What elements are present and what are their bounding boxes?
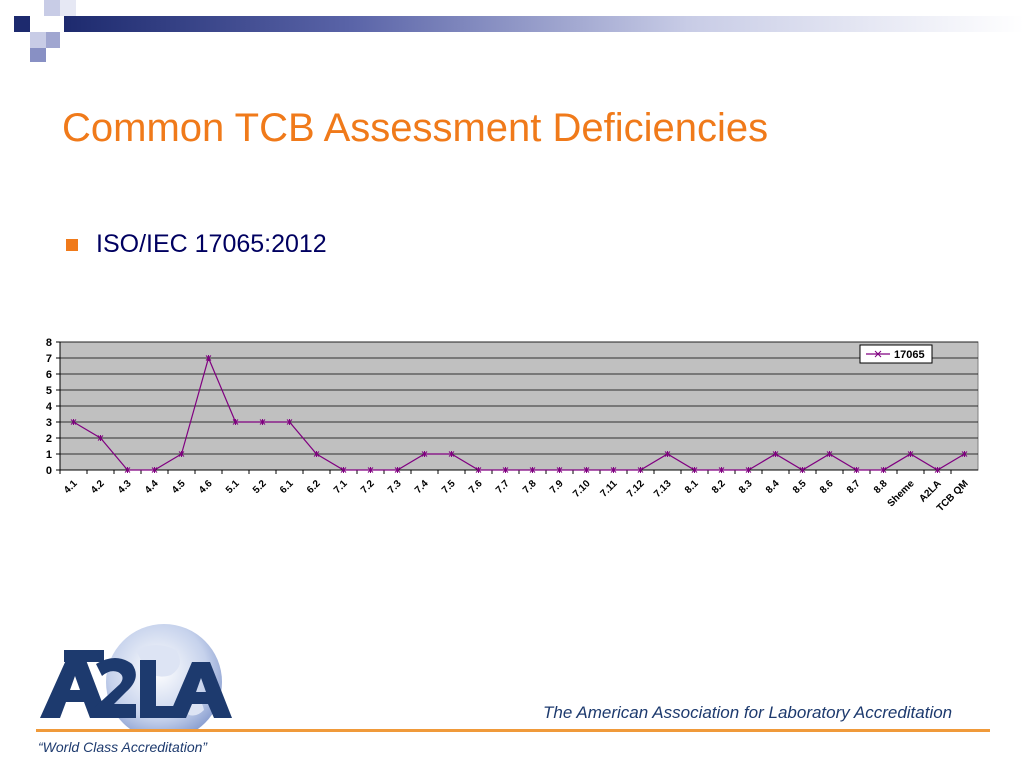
x-tick-label: 8.1	[683, 478, 701, 496]
data-point	[286, 419, 293, 425]
organization-tagline: The American Association for Laboratory …	[543, 703, 953, 722]
x-tick-label: 7.12	[625, 478, 647, 500]
x-tick-label: 4.5	[170, 478, 188, 496]
line-chart: 0 1 2 3 4 5 6 7 8 4.1 4.2 4.3 4.4 4.5 4.6 5.1 5.2 6.1 6.2 7…	[46, 337, 979, 514]
x-tick-label: 4.2	[89, 478, 107, 496]
y-tick-label: 8	[46, 337, 52, 349]
y-tick-label: 7	[46, 353, 52, 365]
data-point	[880, 467, 887, 473]
legend-marker	[874, 350, 882, 358]
corner-square-4	[30, 32, 46, 48]
x-tick-label: 4.4	[143, 478, 161, 496]
y-tick-label: 6	[46, 369, 52, 381]
data-point	[583, 467, 590, 473]
data-point	[70, 419, 77, 425]
corner-square-1	[14, 16, 30, 32]
x-tick-label: Sheme	[886, 478, 917, 509]
bullet-item: ISO/IEC 17065:2012	[66, 230, 327, 259]
series-line-17065	[73, 356, 965, 471]
data-point	[556, 467, 563, 473]
data-point	[394, 467, 401, 473]
corner-square-3	[60, 0, 76, 16]
bullet-marker	[66, 238, 78, 251]
y-tick-label: 0	[46, 465, 52, 477]
y-tick-label: 5	[46, 385, 52, 397]
x-tick-label: 7.7	[494, 478, 512, 496]
bullet-text: ISO/IEC 17065:2012	[96, 230, 327, 258]
x-tick-label: 7.5	[440, 478, 458, 496]
data-point	[502, 467, 509, 473]
header-gradient-bar	[64, 16, 1024, 32]
data-point	[421, 451, 428, 457]
data-point	[745, 467, 752, 473]
data-point	[340, 467, 347, 473]
x-tick-label: 7.6	[467, 478, 485, 496]
x-tick-label: 7.3	[386, 478, 404, 496]
data-point	[610, 467, 617, 473]
x-tick-label: 7.4	[413, 478, 431, 496]
data-point	[907, 451, 914, 457]
x-tick-label: 7.10	[571, 478, 593, 500]
x-tick-label: 4.3	[116, 478, 134, 496]
corner-square-6	[30, 48, 46, 62]
data-point	[367, 467, 374, 473]
x-tick-label: 8.7	[845, 478, 863, 496]
logo-letter-a2	[168, 662, 232, 718]
x-tick-label: 8.2	[710, 478, 728, 496]
data-point	[799, 467, 806, 473]
legend-box	[859, 344, 933, 364]
data-point	[448, 451, 455, 457]
data-point	[259, 419, 266, 425]
data-point	[961, 451, 968, 457]
x-tick-label: 8.6	[818, 478, 836, 496]
data-point	[151, 467, 158, 473]
data-point	[718, 467, 725, 473]
data-point	[664, 451, 671, 457]
x-tick-label: 5.1	[224, 478, 242, 496]
logo-letter-2	[94, 658, 136, 718]
x-tick-label: 4.1	[62, 478, 80, 496]
x-tick-label: 4.6	[197, 478, 215, 496]
data-point	[313, 451, 320, 457]
corner-square-5	[46, 32, 60, 48]
x-tick-label: 8.4	[764, 478, 782, 496]
data-point	[475, 467, 482, 473]
x-tick-label: 8.5	[791, 478, 809, 496]
logo-letter-a	[40, 660, 108, 718]
x-tick-label: 7.9	[548, 478, 566, 496]
data-point	[772, 451, 779, 457]
data-point	[853, 467, 860, 473]
legend-label: 17065	[894, 349, 925, 361]
logo-slogan: “World Class Accreditation”	[38, 739, 208, 755]
y-tick-label: 2	[46, 433, 52, 445]
data-point	[97, 435, 104, 441]
x-tick-label: 5.2	[251, 478, 269, 496]
x-tick-label: 8.3	[737, 478, 755, 496]
x-tick-label: 6.1	[278, 478, 296, 496]
data-point	[124, 467, 131, 473]
x-tick-label: 7.2	[359, 478, 377, 496]
x-tick-label: 8.8	[872, 478, 890, 496]
x-tick-label: 7.8	[521, 478, 539, 496]
data-point	[637, 467, 644, 473]
data-point	[178, 451, 185, 457]
y-tick-label: 4	[46, 401, 53, 413]
logo-letter-l	[140, 660, 182, 718]
data-point	[934, 467, 941, 473]
slide-title: Common TCB Assessment Deficiencies	[62, 106, 769, 150]
data-point	[232, 419, 239, 425]
footer-divider	[36, 729, 990, 732]
a2la-logo	[40, 624, 232, 730]
x-tick-label: 7.13	[652, 478, 674, 500]
corner-square-2	[44, 0, 60, 16]
data-point	[205, 355, 212, 361]
x-tick-label: 6.2	[305, 478, 323, 496]
y-tick-label: 1	[46, 449, 52, 461]
x-tick-label: 7.1	[332, 478, 350, 496]
data-point	[529, 467, 536, 473]
data-point	[691, 467, 698, 473]
y-tick-label: 3	[46, 417, 52, 429]
data-point	[826, 451, 833, 457]
x-tick-label: 7.11	[598, 478, 619, 499]
